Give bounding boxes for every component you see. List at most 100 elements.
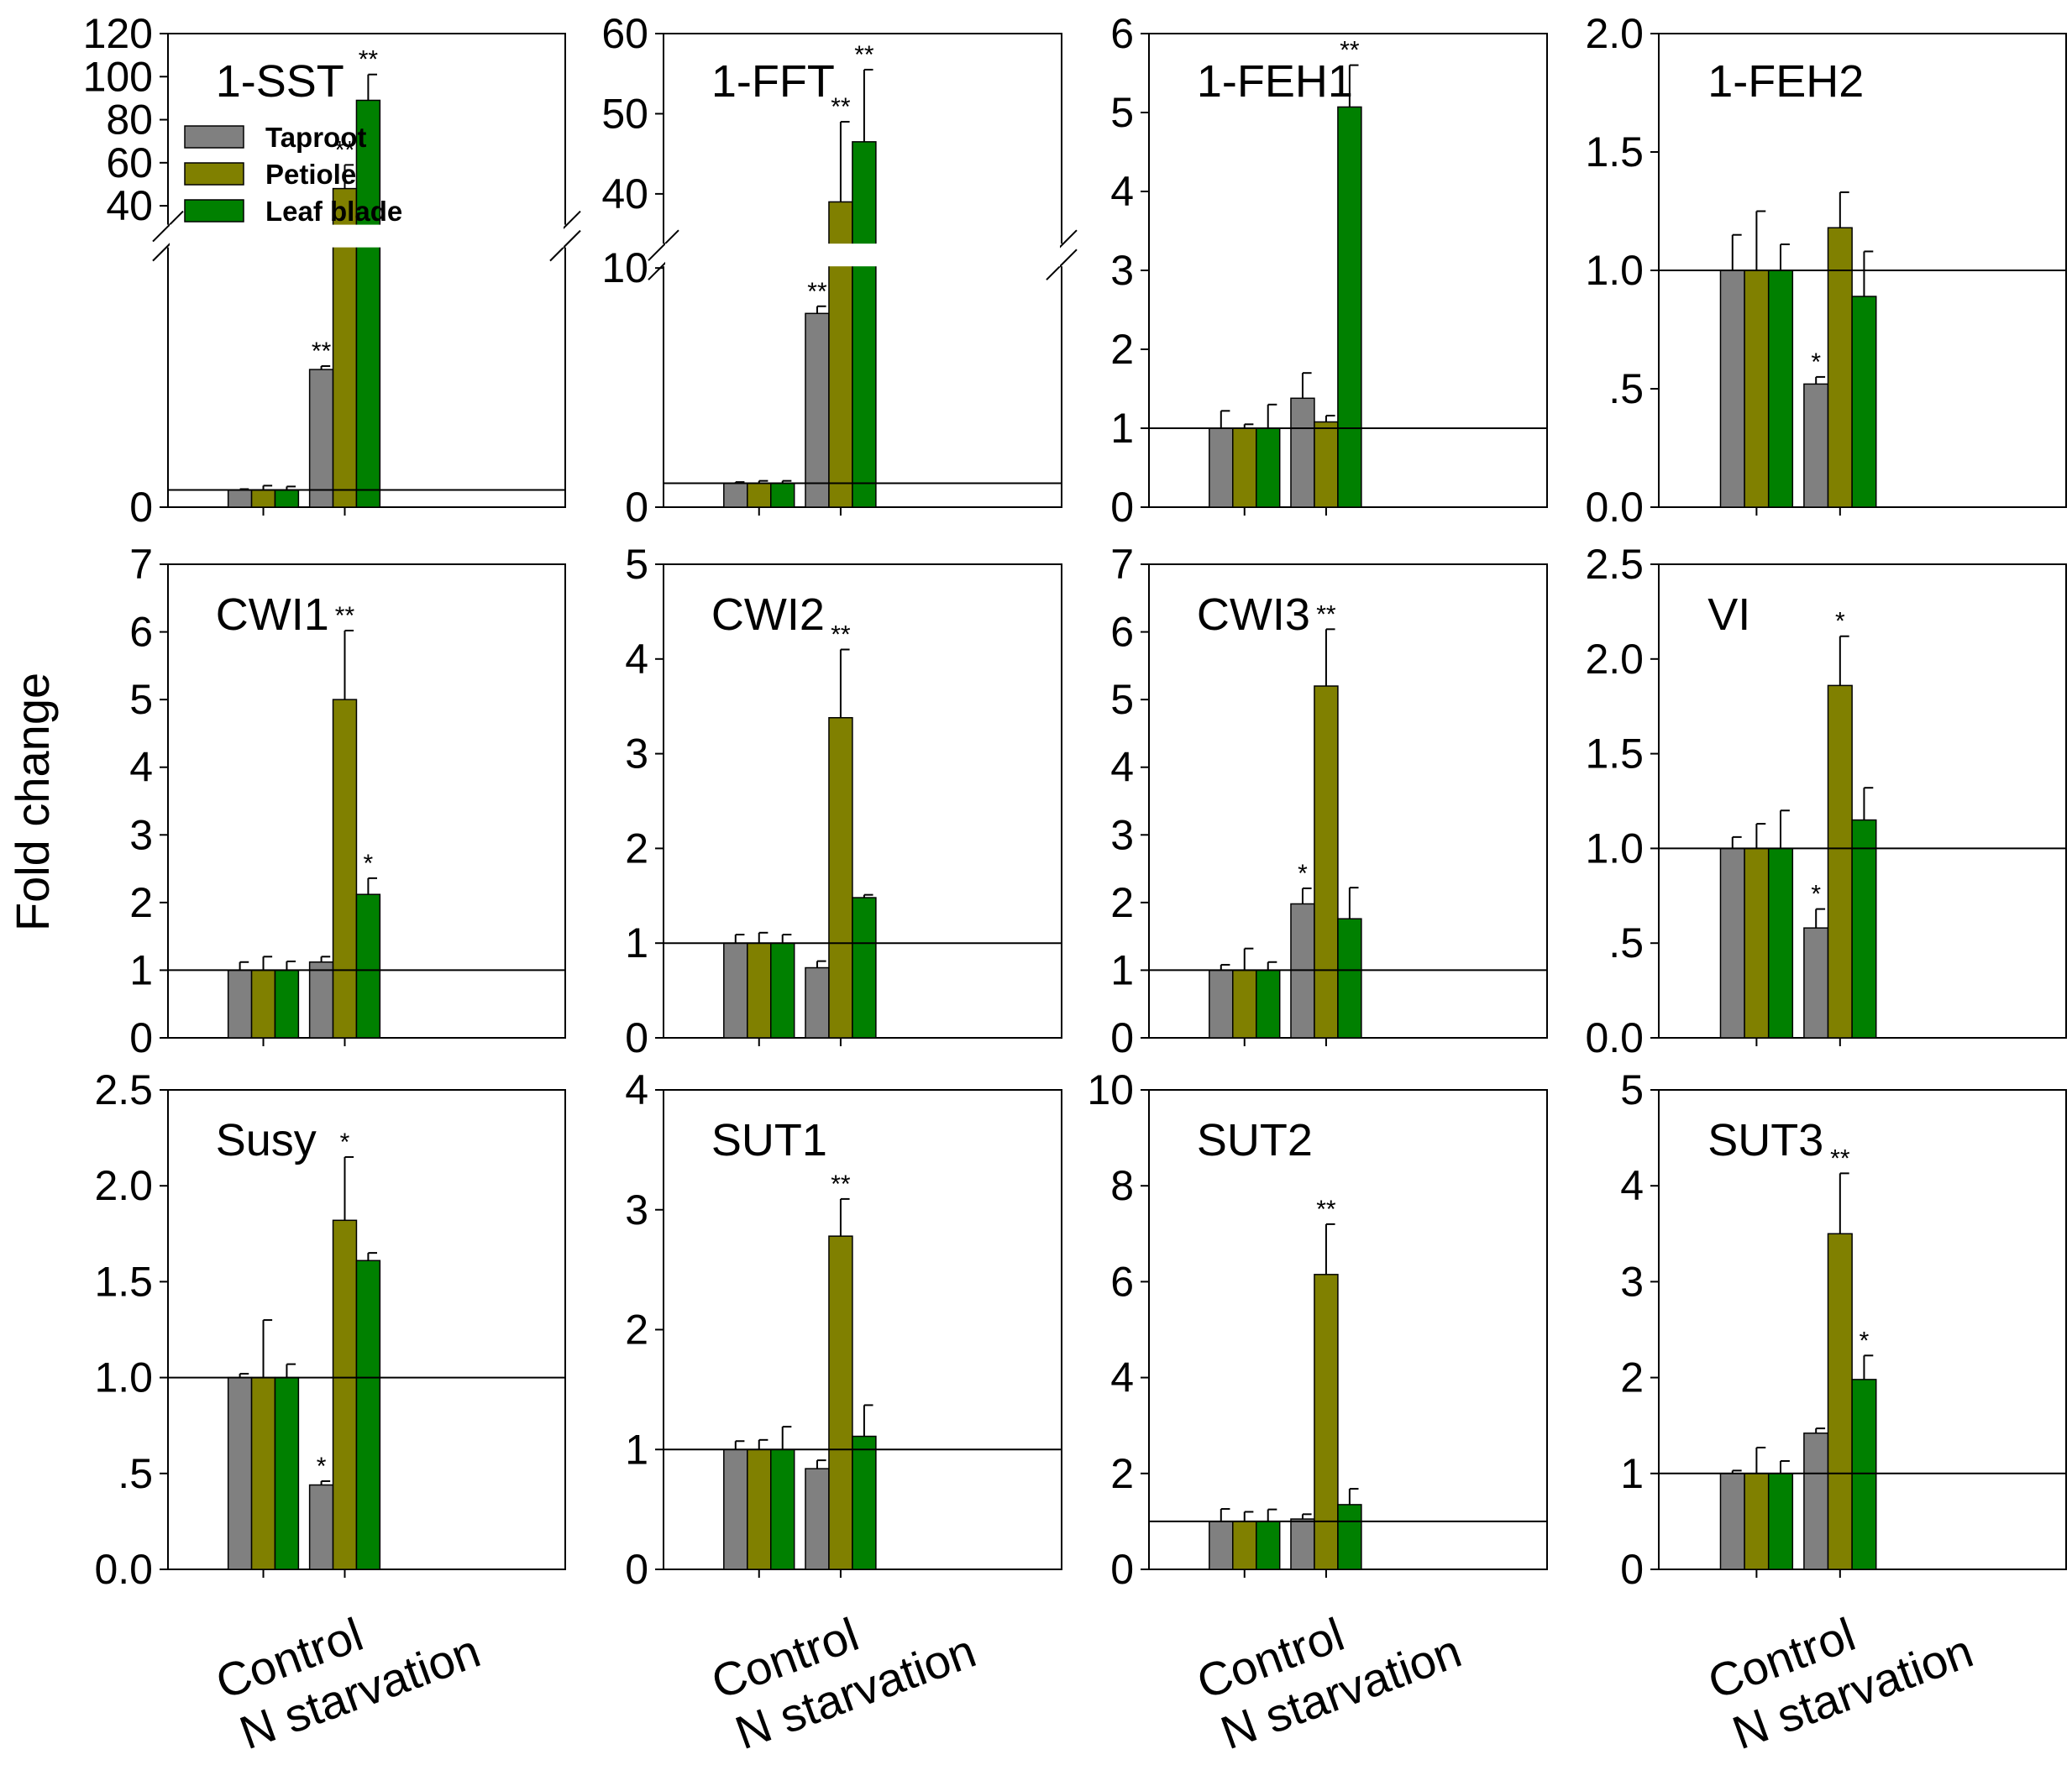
bar-petiole <box>1744 1473 1770 1570</box>
bar-leaf-blade <box>1255 427 1281 508</box>
y-tick-label: 4 <box>129 744 153 791</box>
y-tick-label: 0.0 <box>94 1546 153 1593</box>
axis-break-band <box>665 244 1060 267</box>
y-tick-label: 120 <box>83 10 153 57</box>
bar-petiole <box>1744 847 1770 1039</box>
bar-petiole <box>250 1376 276 1570</box>
bar-leaf-blade <box>1767 847 1794 1039</box>
bar-petiole <box>332 1219 358 1570</box>
y-tick-label: 6 <box>1110 10 1134 57</box>
y-tick-label: 3 <box>625 731 648 778</box>
bar-leaf-blade <box>1851 1379 1877 1570</box>
axis-break-mark <box>152 210 184 243</box>
y-tick-label: 2 <box>625 1307 648 1354</box>
bar-taproot <box>227 489 253 508</box>
y-tick-label: 1.5 <box>1585 128 1644 175</box>
y-tick-label: 2.5 <box>1585 541 1644 588</box>
significance-label: ** <box>807 278 827 306</box>
y-tick-label: 2 <box>1110 326 1134 373</box>
bar-petiole <box>250 489 276 508</box>
bar-leaf-blade <box>274 1376 300 1570</box>
bar-taproot <box>1719 270 1745 508</box>
bar-petiole <box>747 482 772 508</box>
y-tick-label: 50 <box>601 90 648 137</box>
y-tick-label: 40 <box>601 170 648 217</box>
bar-petiole <box>747 1448 772 1570</box>
bar-taproot <box>723 942 748 1039</box>
y-tick-label: 4 <box>1110 1354 1134 1401</box>
bar-taproot <box>723 482 748 508</box>
bar-taproot <box>308 369 334 508</box>
y-tick-label: 2 <box>1110 1450 1134 1497</box>
y-tick-label: 3 <box>129 811 153 858</box>
y-axis-label: Fold change <box>6 673 59 931</box>
panel-1-feh2: 0.0 .5 1.0 1.5 2.0 * 1-FEH2 <box>1585 10 2067 531</box>
legend-label: Taproot <box>265 122 366 153</box>
bar-petiole <box>250 969 276 1039</box>
bar-leaf-blade <box>769 482 795 508</box>
legend-label: Leaf blade <box>265 196 402 227</box>
axis-break-mark <box>648 229 679 261</box>
significance-label: * <box>1860 1327 1870 1354</box>
y-tick-label: 1 <box>625 1426 648 1473</box>
y-tick-label: 1.5 <box>1585 731 1644 778</box>
panel-title: 1-FEH1 <box>1197 56 1353 107</box>
bar-leaf-blade <box>1851 819 1877 1039</box>
significance-label: ** <box>1316 600 1336 628</box>
y-tick-label: 7 <box>129 541 153 588</box>
significance-label: ** <box>1316 1196 1336 1223</box>
bar-leaf-blade <box>1255 1521 1281 1570</box>
y-tick-label: 60 <box>601 10 648 57</box>
y-tick-label: 1 <box>1110 405 1134 452</box>
significance-label: * <box>364 850 374 877</box>
bar-petiole <box>828 1235 853 1570</box>
y-tick-label: 0.0 <box>1585 1014 1644 1061</box>
y-tick-label: 5 <box>625 541 648 588</box>
bar-leaf-blade <box>852 1435 877 1570</box>
y-tick-label: 4 <box>625 636 648 683</box>
bar-leaf-blade <box>355 893 381 1039</box>
panel-title: Susy <box>216 1115 317 1165</box>
y-tick-label: 5 <box>1110 89 1134 136</box>
y-tick-label: 2 <box>1110 879 1134 926</box>
y-tick-label: 8 <box>1110 1162 1134 1209</box>
y-tick-label: 40 <box>106 182 153 229</box>
y-tick-label: 2.0 <box>1585 636 1644 683</box>
bar-petiole <box>332 699 358 1039</box>
y-tick-label: 3 <box>1110 811 1134 858</box>
y-tick-label: 4 <box>1620 1162 1644 1209</box>
bar-taproot <box>723 1448 748 1570</box>
bar-petiole <box>1314 421 1339 508</box>
panel-title: 1-FEH2 <box>1707 56 1864 107</box>
bar-leaf-blade <box>1851 296 1877 508</box>
y-tick-label: 60 <box>106 139 153 186</box>
y-tick-label: 6 <box>129 609 153 656</box>
legend-swatch-petiole <box>184 162 244 186</box>
bar-leaf-blade <box>852 141 877 508</box>
significance-label: ** <box>1340 37 1360 65</box>
significance-label: ** <box>831 1171 851 1198</box>
y-tick-label: 1 <box>1110 946 1134 993</box>
panel-title: CWI3 <box>1197 589 1310 640</box>
y-tick-label: .5 <box>118 1450 153 1497</box>
y-tick-label: 2 <box>625 825 648 872</box>
y-tick-label: 10 <box>1087 1066 1134 1113</box>
y-tick-label: 4 <box>1110 168 1134 215</box>
y-tick-label: 0 <box>129 484 153 531</box>
bar-leaf-blade <box>852 897 877 1039</box>
panel-title: SUT3 <box>1707 1115 1823 1165</box>
significance-label: ** <box>312 338 332 365</box>
significance-label: * <box>1835 608 1845 636</box>
bar-petiole <box>1744 270 1770 508</box>
y-tick-label: 2 <box>1620 1354 1644 1401</box>
significance-label: ** <box>854 41 874 69</box>
y-tick-label: 0 <box>1110 1546 1134 1593</box>
bar-petiole <box>1827 684 1853 1039</box>
y-tick-label: 2.0 <box>1585 10 1644 57</box>
axis-break-mark <box>549 229 581 262</box>
panel-cwi2: 0 1 2 3 4 5 **CWI2 <box>625 541 1062 1061</box>
